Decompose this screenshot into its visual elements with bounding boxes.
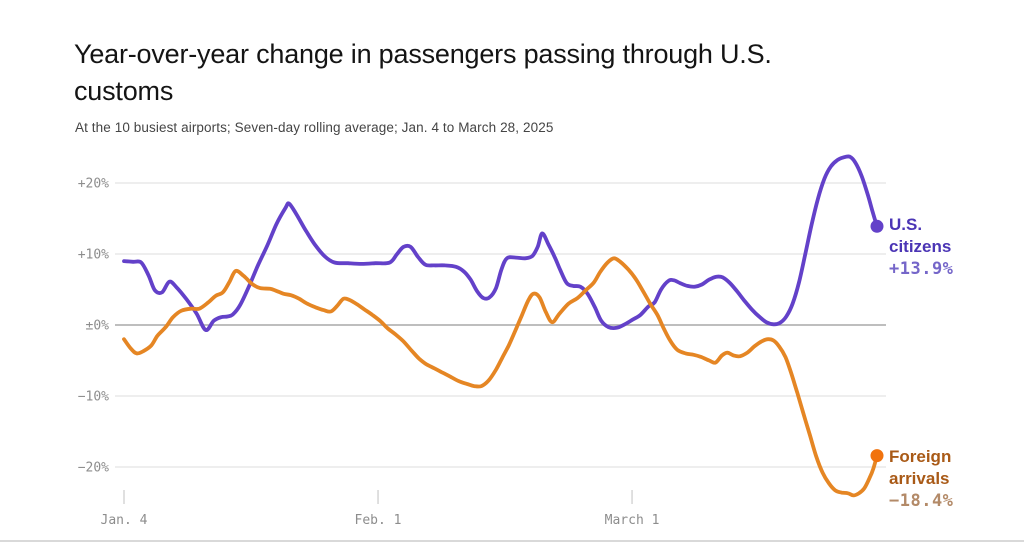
series-line-foreign-arrivals xyxy=(122,256,879,498)
chart-subtitle: At the 10 busiest airports; Seven-day ro… xyxy=(75,120,554,135)
x-tick-label: Feb. 1 xyxy=(355,513,402,528)
series-name-line: Foreign xyxy=(889,447,952,466)
chart-title: Year-over-year change in passengers pass… xyxy=(74,36,924,110)
series-end-value: +13.9% xyxy=(889,259,954,279)
y-tick-label: +20% xyxy=(78,177,109,192)
y-tick-label: +10% xyxy=(78,248,109,263)
series-end-value: −18.4% xyxy=(889,491,954,511)
x-tick-label: Jan. 4 xyxy=(101,513,148,528)
chart-title-line2: customs xyxy=(74,76,174,106)
y-tick-label: −20% xyxy=(78,461,109,476)
x-tick-label: March 1 xyxy=(605,513,660,528)
end-dot-foreign-arrivals xyxy=(870,449,884,463)
series-line-us-citizens xyxy=(122,154,879,332)
series-label-foreign-arrivals: Foreign arrivals −18.4% xyxy=(889,446,1019,512)
bottom-divider xyxy=(0,540,1024,542)
series-name-line: citizens xyxy=(889,237,952,256)
y-tick-label: −10% xyxy=(78,390,109,405)
end-dot-us-citizens xyxy=(870,219,884,233)
y-tick-label: ±0% xyxy=(86,319,110,334)
series-name-line: arrivals xyxy=(889,469,950,488)
series-label-us-citizens: U.S. citizens +13.9% xyxy=(889,214,1019,280)
chart-title-line1: Year-over-year change in passengers pass… xyxy=(74,39,772,69)
series-name-line: U.S. xyxy=(889,215,923,234)
